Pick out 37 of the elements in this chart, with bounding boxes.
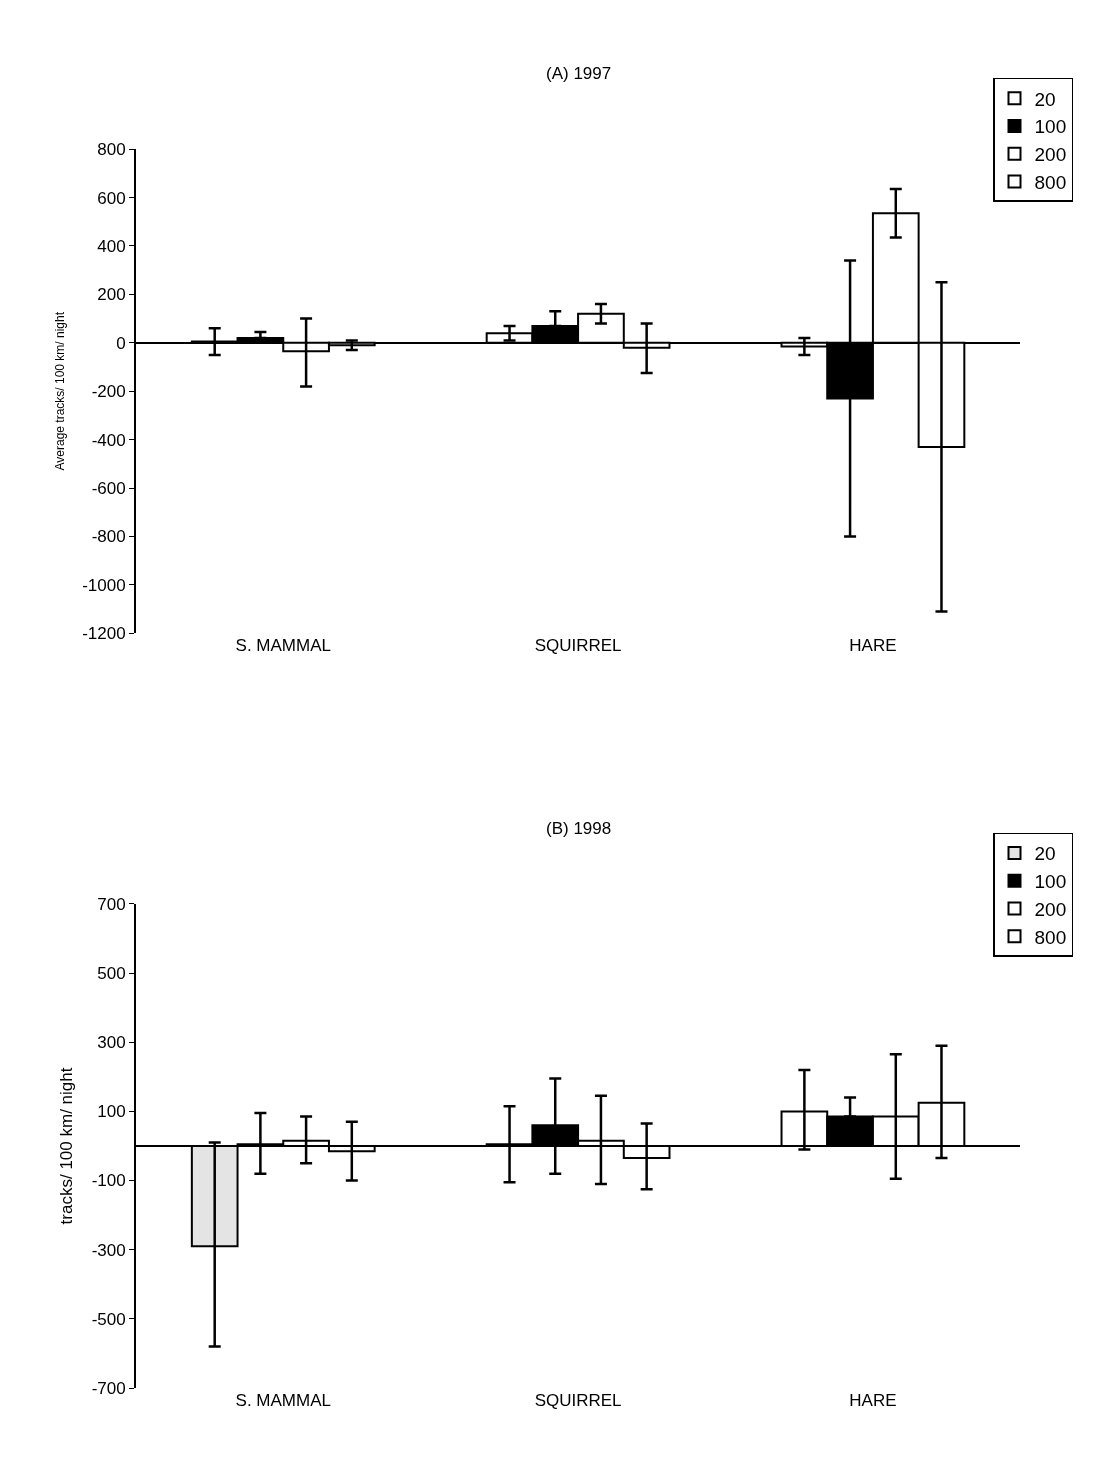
legend-label: 800 (1034, 926, 1067, 948)
chart-title: (A) 1997 (546, 64, 612, 83)
y-tick-label: 600 (97, 188, 126, 208)
y-tick-label: -1200 (82, 624, 126, 644)
y-tick-label: 300 (97, 1033, 126, 1053)
y-tick-label: -1000 (82, 575, 126, 595)
y-tick-label: 800 (97, 140, 126, 160)
y-tick-label: -500 (91, 1309, 126, 1329)
y-tick-label: 100 (97, 1102, 126, 1122)
y-axis-title: Average tracks/ 100 km/ night (53, 311, 67, 471)
x-tick-label: S. MAMMAL (235, 636, 331, 656)
legend-label: 100 (1034, 871, 1067, 893)
chart-title: (B) 1998 (546, 819, 612, 838)
y-tick-label: -100 (91, 1171, 126, 1191)
x-tick-label: SQUIRREL (534, 1391, 622, 1411)
y-tick-label: 200 (97, 285, 126, 305)
x-tick-label: HARE (849, 636, 897, 656)
y-tick-label: -800 (91, 527, 126, 547)
y-tick-label: 700 (97, 894, 126, 914)
y-tick-label: -400 (91, 430, 126, 450)
y-tick-label: -300 (91, 1240, 126, 1260)
legend-label: 20 (1034, 843, 1056, 865)
y-tick-label: -200 (91, 382, 126, 402)
y-tick-label: 500 (97, 964, 126, 983)
x-tick-label: HARE (849, 1391, 897, 1411)
legend-label: 20 (1034, 88, 1056, 110)
legend-label: 800 (1034, 171, 1067, 193)
y-tick-label: 400 (97, 236, 126, 256)
legend-label: 200 (1034, 144, 1067, 166)
x-tick-label: S. MAMMAL (235, 1391, 331, 1411)
legend-label: 100 (1034, 116, 1067, 138)
y-axis-title: tracks/ 100 km/ night (56, 1067, 76, 1225)
legend-label: 200 (1034, 898, 1067, 920)
y-tick-label: -700 (91, 1378, 126, 1398)
y-tick-label: -600 (91, 479, 126, 499)
y-tick-label: 0 (116, 333, 126, 353)
x-tick-label: SQUIRREL (534, 636, 622, 656)
